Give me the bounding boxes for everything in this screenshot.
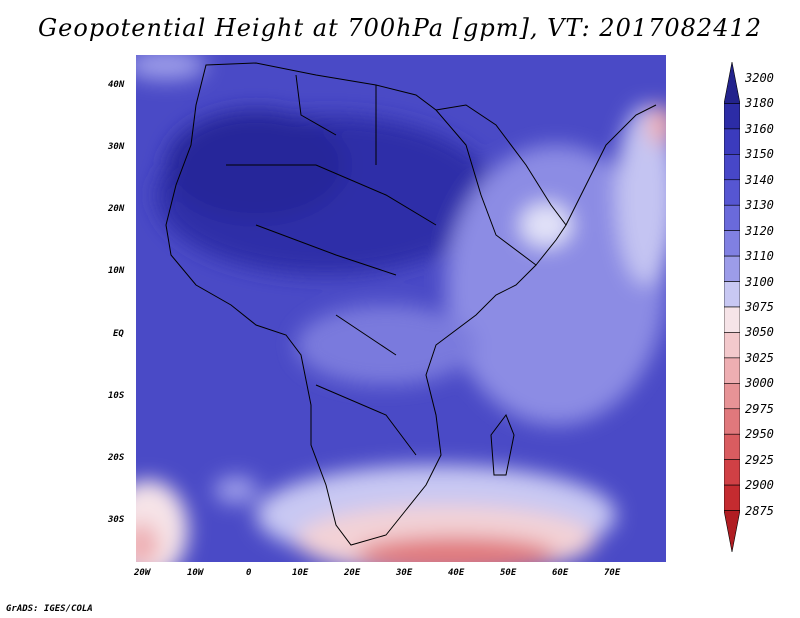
height-field-map [136,55,666,562]
colorbar-label: 3050 [745,325,774,340]
lon-label: 10W [187,568,204,578]
colorbar-label: 2925 [745,452,774,467]
colorbar-cell [724,154,740,181]
lon-label: 50E [500,568,517,578]
lat-label: EQ [113,329,124,339]
lat-label: 20S [108,453,125,463]
colorbar-cell [724,230,740,257]
colorbar-cell [724,383,740,410]
colorbar-cell [724,510,740,552]
lon-label: 70E [604,568,621,578]
colorbar-label: 3110 [745,249,774,264]
chart-title: Geopotential Height at 700hPa [gpm], VT:… [38,14,762,42]
colorbar-label: 3100 [745,274,774,289]
map-panel [136,55,666,562]
colorbar-label: 2950 [745,427,774,442]
lat-label: 40N [108,80,125,90]
lon-label: 60E [552,568,569,578]
lon-label: 20W [134,568,151,578]
lat-label: 10N [108,266,125,276]
colorbar-label: 3140 [745,172,774,187]
colorbar-cell [724,179,740,206]
colorbar-cell [724,459,740,486]
colorbar-cell [724,103,740,130]
credit-text: GrADS: IGES/COLA [6,604,93,614]
lon-label: 30E [396,568,413,578]
colorbar-label: 3180 [745,96,774,111]
colorbar-cell [724,433,740,460]
lon-label: 10E [292,568,309,578]
colorbar-cell [724,281,740,308]
lon-label: 40E [448,568,465,578]
colorbar-label: 3025 [745,350,774,365]
lat-label: 10S [108,391,125,401]
colorbar-cell [724,408,740,435]
colorbar-cell [724,357,740,384]
lat-label: 30N [108,142,125,152]
lon-label: 0 [246,568,252,578]
colorbar-cell [724,128,740,155]
colorbar-label: 2875 [745,503,774,518]
colorbar [724,62,740,552]
colorbar-cell [724,62,740,104]
colorbar-cell [724,484,740,511]
colorbar-label: 3150 [745,147,774,162]
colorbar-label: 3130 [745,198,774,213]
lat-label: 20N [108,204,125,214]
colorbar-label: 2900 [745,478,774,493]
colorbar-cell [724,255,740,282]
colorbar-label: 3000 [745,376,774,391]
colorbar-label: 3160 [745,121,774,136]
colorbar-label: 2975 [745,401,774,416]
colorbar-label: 3120 [745,223,774,238]
colorbar-cell [724,332,740,359]
lat-label: 30S [108,515,125,525]
colorbar-label: 3075 [745,300,774,314]
colorbar-label: 3200 [745,71,774,85]
lon-label: 20E [344,568,361,578]
colorbar-cell [724,306,740,333]
colorbar-cell [724,204,740,231]
